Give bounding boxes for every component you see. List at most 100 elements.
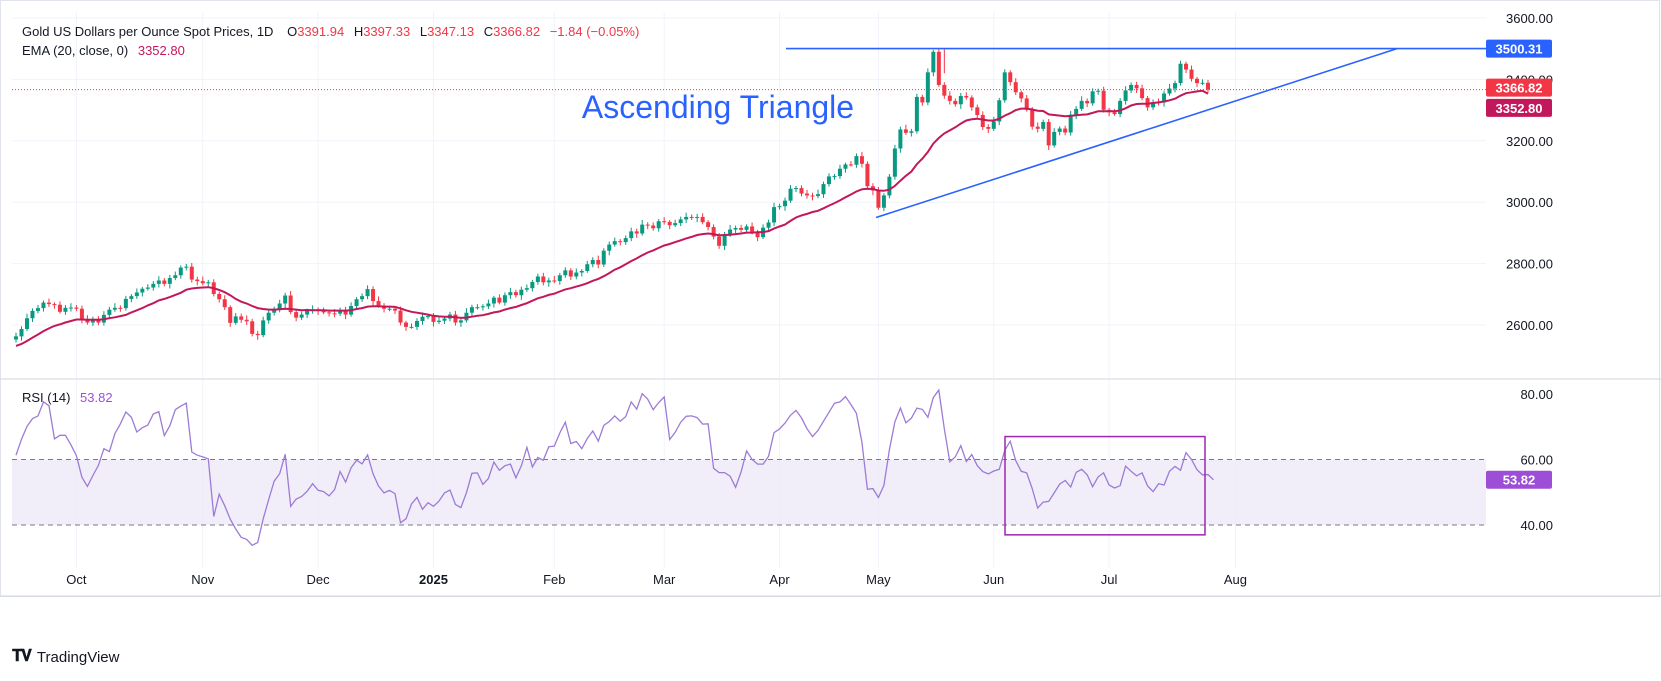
price-label-badge xyxy=(1486,78,1552,97)
pattern-annotation: Ascending Triangle xyxy=(582,89,854,125)
candle-body xyxy=(409,326,414,328)
candle-body xyxy=(1200,82,1205,84)
candle-body xyxy=(508,292,513,296)
candle-body xyxy=(513,292,518,296)
candle-body xyxy=(354,299,359,306)
candle-body xyxy=(68,307,73,309)
candle-body xyxy=(881,195,886,208)
candle-body xyxy=(414,321,419,327)
brand-name: TradingView xyxy=(36,648,120,666)
ema-legend: EMA (20, close, 0) 3352.80 xyxy=(22,43,185,58)
candle-body xyxy=(30,310,35,319)
candle-body xyxy=(821,184,826,195)
candle-body xyxy=(744,226,749,230)
candle-body xyxy=(195,279,200,282)
candle-body xyxy=(733,227,738,230)
candle-body xyxy=(107,309,112,315)
x-tick-label: Jul xyxy=(1101,572,1118,587)
candle-body xyxy=(755,231,760,238)
rsi-legend: RSI (14) 53.82 xyxy=(22,390,113,405)
candle-body xyxy=(1206,82,1210,90)
candle-body xyxy=(629,231,634,239)
candle-body xyxy=(1079,100,1084,109)
candle-body xyxy=(848,164,853,166)
candle-body xyxy=(19,328,24,337)
candle-body xyxy=(1184,63,1189,70)
candle-body xyxy=(360,296,365,300)
candle-body xyxy=(953,100,958,105)
candle-body xyxy=(1063,128,1068,133)
rsi-value-badge xyxy=(1486,470,1552,489)
candle-body xyxy=(294,312,299,318)
candle-body xyxy=(343,309,348,315)
candle-body xyxy=(129,296,134,299)
candle-body xyxy=(1112,112,1117,115)
candle-body xyxy=(491,297,496,304)
candle-body xyxy=(909,131,914,133)
candle-body xyxy=(826,176,831,185)
candle-body xyxy=(239,316,244,320)
candle-body xyxy=(1052,131,1057,146)
price-tick-label: 2600.00 xyxy=(1506,318,1553,333)
candle-body xyxy=(458,320,463,323)
legend-low-value: 3347.13 xyxy=(427,24,475,39)
candle-body xyxy=(486,303,491,307)
candle-body xyxy=(151,283,156,288)
candle-body xyxy=(41,302,46,309)
candle-body xyxy=(596,259,601,265)
candle-body xyxy=(425,316,430,318)
candle-body xyxy=(651,225,656,229)
candle-body xyxy=(206,282,211,284)
candle-body xyxy=(557,275,562,282)
candle-body xyxy=(711,227,716,237)
candle-body xyxy=(134,292,139,297)
candle-body xyxy=(936,51,941,85)
price-tick-label: 3600.00 xyxy=(1506,11,1553,26)
candle-body xyxy=(535,276,540,283)
legend-close-label: C xyxy=(483,24,494,39)
candle-body xyxy=(371,289,376,302)
candle-body xyxy=(321,310,326,313)
candle-body xyxy=(854,156,859,165)
candle-body xyxy=(607,244,612,251)
candle-body xyxy=(436,320,441,322)
x-tick-label: 2025 xyxy=(419,572,448,587)
candle-body xyxy=(634,231,639,234)
candle-body xyxy=(79,308,84,319)
candle-body xyxy=(898,129,903,149)
candle-body xyxy=(914,96,919,132)
candle-body xyxy=(46,302,51,305)
rsi-label: RSI (14) xyxy=(22,390,71,405)
candle-body xyxy=(24,318,29,329)
candle-body xyxy=(623,238,628,243)
candle-body xyxy=(272,309,277,313)
candle-body xyxy=(112,307,117,310)
candle-body xyxy=(969,97,974,108)
candle-body xyxy=(222,299,227,308)
candle-body xyxy=(469,307,474,313)
candle-body xyxy=(332,313,337,315)
candle-body xyxy=(1035,126,1040,129)
x-tick-label: Nov xyxy=(191,572,215,587)
candle-body xyxy=(563,270,568,276)
price-label-badge xyxy=(1486,39,1552,58)
candle-body xyxy=(228,307,233,323)
candle-body xyxy=(865,163,870,187)
candle-body xyxy=(805,193,810,196)
candle-body xyxy=(783,200,788,207)
candle-body xyxy=(958,95,963,105)
brand[interactable]: 𝐓𝐕 TradingView xyxy=(12,648,119,666)
candle-body xyxy=(453,314,458,323)
candle-body xyxy=(997,100,1002,122)
candle-body xyxy=(1162,93,1167,103)
x-tick-label: Aug xyxy=(1224,572,1247,587)
candle-body xyxy=(640,224,645,234)
legend-close-value: 3366.82 xyxy=(493,24,541,39)
candle-body xyxy=(398,310,403,323)
candle-body xyxy=(145,287,150,289)
candle-body xyxy=(1151,102,1156,108)
candle-body xyxy=(35,308,40,311)
candle-body xyxy=(722,234,727,246)
candle-body xyxy=(689,216,694,218)
